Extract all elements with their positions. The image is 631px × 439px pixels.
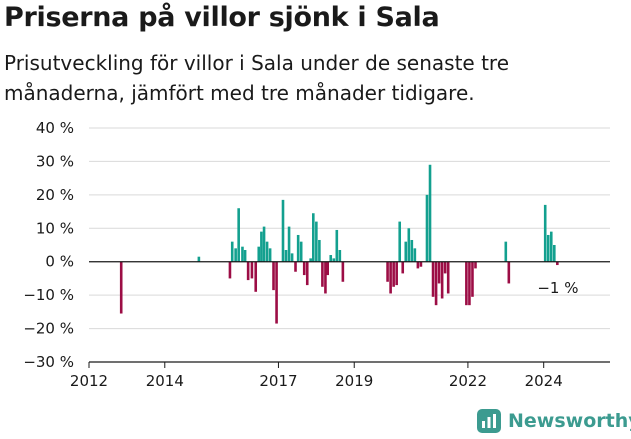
bar [326,261,330,276]
x-tick-label: 2019 [335,372,373,390]
bar [324,261,327,294]
bar [446,261,450,294]
bar [468,261,471,306]
bar [474,261,477,269]
bar [246,261,250,281]
labels: 40 % 30 % 20 % 10 % 0 % −10 % −20 % −30 %2012 20… [23,119,578,390]
axes [88,261,610,368]
bar [254,261,258,292]
bar [437,261,441,284]
x-tick-label: 2024 [525,372,563,390]
bar [321,261,324,287]
bar [440,261,444,299]
x-tick-label: 2022 [449,372,487,390]
bar-chart: 40 % 30 % 20 % 10 % 0 % −10 % −20 % −30 %2012 20… [23,119,610,390]
bar [275,261,278,324]
bar [237,208,240,262]
bar [507,261,511,284]
bar [407,228,411,262]
bar [404,241,408,262]
bar [318,239,321,262]
y-tick-label: −30 % [23,353,74,371]
bar [401,261,405,274]
bar [294,261,297,272]
bar [395,261,398,286]
bar [465,261,468,306]
bar [471,261,474,297]
bar [250,261,254,279]
bar [425,194,429,262]
bar [341,261,345,282]
bar [287,226,291,262]
bar [386,261,389,282]
bar [119,261,123,314]
bar [443,261,447,274]
chart-title: Priserna på villor sjönk i Sala [4,2,440,33]
bar [546,234,550,262]
bar [431,261,435,297]
bar [398,221,402,262]
bar [549,231,553,262]
bar [556,261,559,266]
bar [243,250,247,262]
bar [305,261,309,286]
bar [413,248,417,262]
brand-logo: Newsworthy [476,407,631,435]
y-tick-label: 30 % [36,152,74,170]
bar [262,226,266,262]
brand-name: Newsworthy [508,410,631,432]
bar [272,261,275,291]
newsworthy-logo-icon [477,409,501,433]
gridlines [89,127,610,330]
y-tick-label: 40 % [36,119,74,137]
bar [284,250,288,262]
x-tick-label: 2017 [259,372,297,390]
bar [281,199,285,262]
bar [543,204,547,262]
bar [335,229,339,262]
bar [410,239,414,262]
bar [434,261,438,306]
bar [241,246,244,262]
bar [257,246,261,262]
bar [315,221,318,262]
bar [419,261,423,267]
x-tick-label: 2012 [70,372,108,390]
bar [416,261,420,269]
bars [119,164,559,324]
bar [228,261,232,279]
bar [268,248,272,262]
bar [197,256,201,262]
bar [428,164,432,262]
y-tick-label: 10 % [36,219,74,237]
bar [265,241,269,262]
y-tick-label: −10 % [23,286,74,304]
bar [290,253,294,262]
bar [230,241,234,262]
bar [299,241,303,262]
bar [309,258,312,262]
bar [553,245,556,262]
y-tick-label: −20 % [23,320,74,338]
bar [332,258,336,262]
x-tick-label: 2014 [146,372,184,390]
bar [302,261,306,276]
chart-subtitle: Prisutveckling för villor i Sala under d… [4,51,509,105]
bar [296,234,300,262]
y-tick-label: 20 % [36,186,74,204]
bar [504,241,508,262]
bar [260,231,263,262]
y-tick-label: 0 % [45,253,74,271]
bar [312,213,315,262]
last-value-label: −1 % [537,279,578,297]
bar [234,248,237,262]
bar [338,250,342,262]
bar [389,261,392,294]
bar [392,261,395,287]
bar [329,255,333,262]
